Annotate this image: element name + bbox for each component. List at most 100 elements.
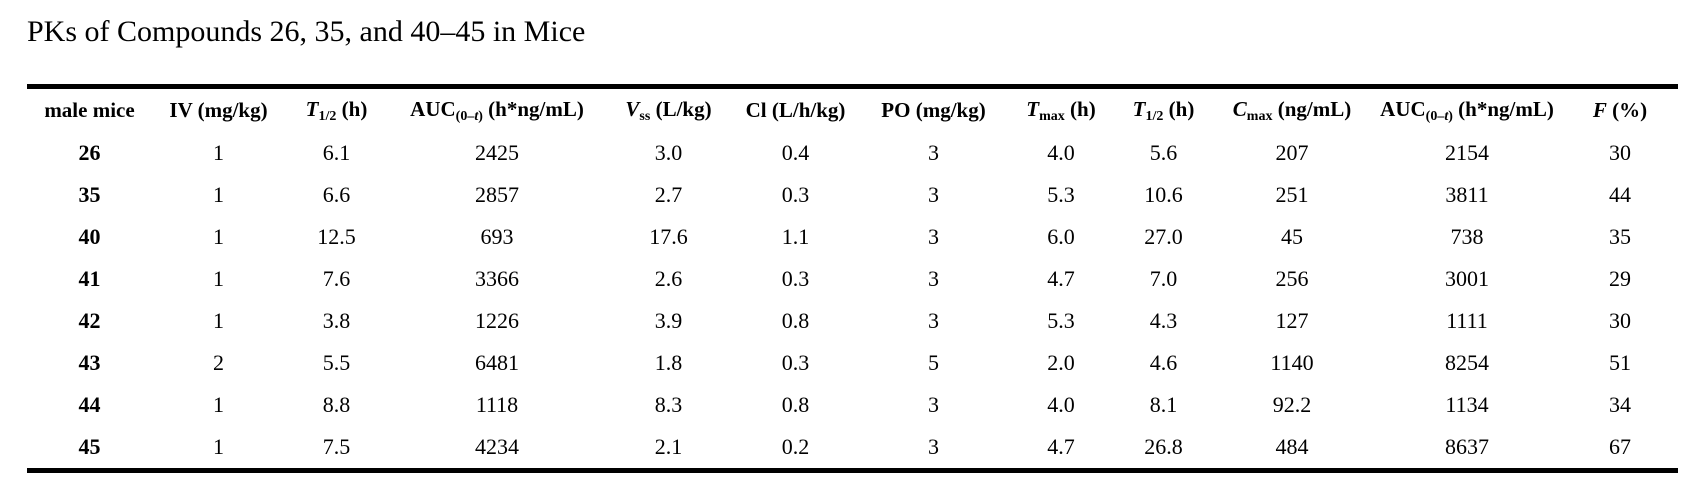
cell-po-auc: 8254 — [1445, 350, 1489, 375]
header-text-part: ) — [1448, 108, 1453, 124]
compound-id: 44 — [78, 392, 101, 417]
cell-po-dose: 3 — [928, 140, 939, 165]
cell-f: 51 — [1609, 350, 1631, 375]
cell-vss: 2.6 — [654, 266, 683, 291]
header-text-part: T — [305, 96, 319, 121]
cell-iv-t-half: 6.1 — [322, 140, 351, 165]
header-text-part: Cl (L/h/kg) — [745, 98, 846, 122]
column-header-po-auc: AUC(0–t) (h*ng/mL) — [1372, 87, 1562, 133]
header-text-part: F — [1592, 98, 1607, 122]
cell-po-t-half: 26.8 — [1144, 434, 1183, 459]
cell-f: 30 — [1609, 140, 1631, 165]
header-text-part: (h) — [1163, 96, 1195, 121]
cell-po-dose: 3 — [928, 266, 939, 291]
header-text-part: (h*ng/mL) — [1452, 96, 1554, 121]
cell-f: 35 — [1609, 224, 1631, 249]
cell-po-dose: 3 — [928, 224, 939, 249]
column-header-f: F (%) — [1562, 87, 1678, 133]
cell-cmax: 251 — [1275, 182, 1309, 207]
column-header-iv-auc: AUC(0–t) (h*ng/mL) — [388, 87, 606, 133]
header-text-part: C — [1232, 96, 1247, 121]
cell-f: 34 — [1609, 392, 1631, 417]
cell-iv-auc: 4234 — [475, 434, 519, 459]
header-row: male mice IV (mg/kg) T1/2 (h) AUC(0–t) (h*n… — [27, 87, 1678, 133]
header-text-part: (L/kg) — [650, 96, 712, 121]
compound-id: 43 — [78, 350, 101, 375]
column-header-po-dose: PO (mg/kg) — [860, 87, 1007, 133]
cell-tmax: 2.0 — [1047, 350, 1075, 375]
header-text-part: PO (mg/kg) — [881, 98, 986, 122]
header-text-part: (h) — [336, 96, 368, 121]
cell-cl: 0.4 — [781, 140, 810, 165]
cell-po-auc: 738 — [1450, 224, 1484, 249]
header-text-part: (0– — [1425, 108, 1445, 124]
cell-po-dose: 3 — [928, 308, 939, 333]
column-header-po-t-half: T1/2 (h) — [1115, 87, 1212, 133]
cell-po-dose: 3 — [928, 434, 939, 459]
cell-iv-auc: 2857 — [475, 182, 519, 207]
cell-cl: 0.2 — [781, 434, 810, 459]
cell-iv-auc: 1226 — [475, 308, 519, 333]
header-text-part: AUC — [410, 96, 456, 121]
cell-cl: 0.3 — [781, 182, 810, 207]
cell-tmax: 4.0 — [1047, 140, 1075, 165]
cell-cl: 0.3 — [781, 266, 810, 291]
header-text-part: IV (mg/kg) — [169, 98, 268, 122]
table-header: male mice IV (mg/kg) T1/2 (h) AUC(0–t) (h*n… — [27, 87, 1678, 133]
cell-cmax: 256 — [1275, 266, 1309, 291]
cell-f: 30 — [1609, 308, 1631, 333]
column-header-cmax: Cmax (ng/mL) — [1212, 87, 1372, 133]
cell-cmax: 45 — [1281, 224, 1303, 249]
cell-po-dose: 3 — [928, 392, 939, 417]
table-title: PKs of Compounds 26, 35, and 40–45 in Mi… — [27, 15, 586, 48]
header-text-part: AUC — [1380, 96, 1426, 121]
cell-iv-dose: 1 — [213, 434, 224, 459]
table-row-41: 41 1 7.6 3366 2.6 0.3 3 4.7 7.0 256 3001 29 — [27, 258, 1678, 300]
compound-id: 26 — [78, 140, 101, 165]
cell-tmax: 4.0 — [1047, 392, 1075, 417]
cell-iv-dose: 1 — [213, 392, 224, 417]
cell-cl: 0.3 — [781, 350, 810, 375]
column-header-vss: Vss (L/kg) — [606, 87, 731, 133]
cell-vss: 2.7 — [654, 182, 683, 207]
cell-po-t-half: 8.1 — [1149, 392, 1178, 417]
table-row-26: 26 1 6.1 2425 3.0 0.4 3 4.0 5.6 207 2154 30 — [27, 132, 1678, 174]
cell-po-auc: 8637 — [1445, 434, 1489, 459]
cell-cmax: 484 — [1275, 434, 1309, 459]
cell-tmax: 4.7 — [1047, 266, 1075, 291]
header-text-part: max — [1039, 108, 1065, 124]
header-text-part: (ng/mL) — [1272, 96, 1352, 121]
cell-iv-t-half: 3.8 — [322, 308, 351, 333]
header-text-part: (0– — [455, 108, 475, 124]
header-text-part: ) — [478, 108, 483, 124]
table-body: 26 1 6.1 2425 3.0 0.4 3 4.0 5.6 207 2154 30 35 1 6.6 28… — [27, 132, 1678, 471]
column-header-cl: Cl (L/h/kg) — [731, 87, 860, 133]
cell-po-auc: 1134 — [1445, 392, 1489, 417]
cell-tmax: 5.3 — [1047, 182, 1075, 207]
header-text-part: 1/2 — [318, 108, 337, 124]
cell-po-t-half: 4.6 — [1149, 350, 1178, 375]
cell-po-t-half: 10.6 — [1144, 182, 1183, 207]
cell-iv-auc: 1118 — [475, 392, 519, 417]
cell-tmax: 5.3 — [1047, 308, 1075, 333]
pk-table: male mice IV (mg/kg) T1/2 (h) AUC(0–t) (h*n… — [27, 84, 1678, 473]
cell-cl: 0.8 — [781, 392, 810, 417]
header-text-part: ss — [639, 108, 651, 124]
table-row-40: 40 1 12.5 693 17.6 1.1 3 6.0 27.0 45 738 35 — [27, 216, 1678, 258]
cell-iv-dose: 2 — [213, 350, 224, 375]
compound-id: 40 — [78, 224, 101, 249]
compound-id: 42 — [78, 308, 101, 333]
cell-vss: 3.0 — [654, 140, 683, 165]
cell-cmax: 127 — [1275, 308, 1309, 333]
header-text-part: (%) — [1606, 98, 1648, 122]
cell-iv-auc: 693 — [480, 224, 514, 249]
header-text-part: 1/2 — [1145, 108, 1164, 124]
compound-id: 41 — [78, 266, 101, 291]
cell-iv-dose: 1 — [213, 308, 224, 333]
cell-iv-auc: 6481 — [475, 350, 519, 375]
cell-cmax: 207 — [1275, 140, 1309, 165]
cell-vss: 1.8 — [654, 350, 683, 375]
column-header-tmax: Tmax (h) — [1007, 87, 1115, 133]
cell-iv-t-half: 12.5 — [317, 224, 356, 249]
